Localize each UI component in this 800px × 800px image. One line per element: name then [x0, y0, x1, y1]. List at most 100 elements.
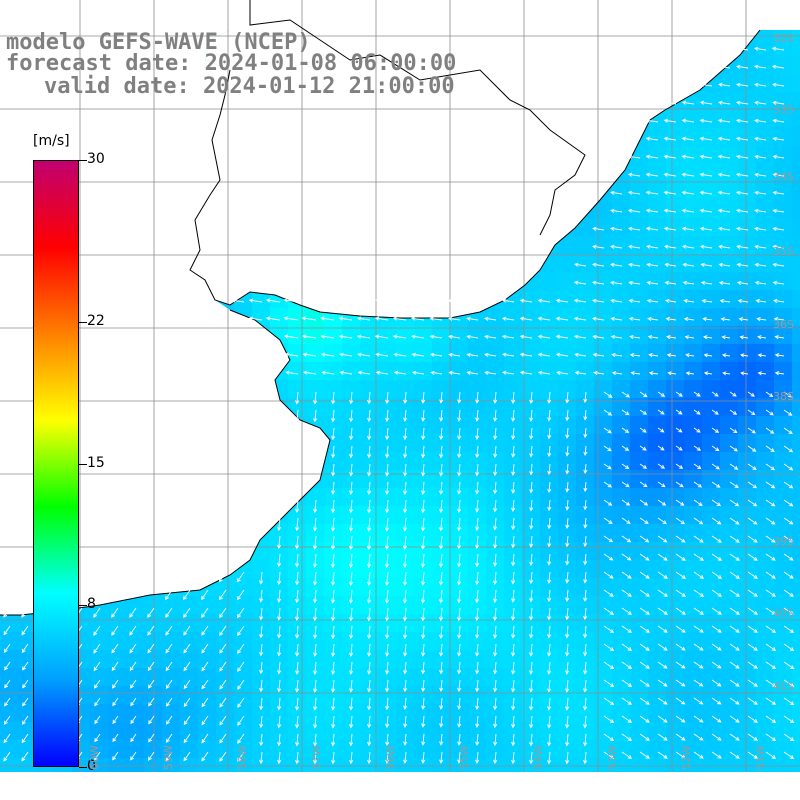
wind-arrow — [402, 517, 408, 532]
wind-speed-cell — [324, 470, 343, 489]
colorbar-unit: [m/s] — [33, 133, 70, 149]
wind-arrow — [711, 535, 722, 543]
wind-speed-cell — [666, 110, 685, 129]
wind-arrow — [294, 589, 300, 604]
wind-speed-cell — [504, 668, 523, 687]
wind-arrow — [385, 409, 390, 423]
wind-speed-cell — [684, 488, 703, 507]
wind-speed-cell — [774, 506, 793, 525]
wind-speed-cell — [180, 722, 199, 741]
wind-arrow — [338, 316, 353, 321]
wind-arrow — [757, 335, 767, 340]
wind-arrow — [645, 172, 659, 177]
wind-speed-cell — [378, 740, 397, 759]
wind-arrow — [403, 481, 408, 496]
wind-speed-cell — [720, 524, 739, 543]
wind-arrow — [183, 697, 191, 708]
wind-speed-cell — [738, 200, 757, 219]
wind-arrow — [295, 679, 300, 693]
wind-arrow — [295, 607, 300, 621]
wind-speed-cell — [666, 398, 685, 417]
wind-speed-cell — [414, 524, 433, 543]
wind-speed-cell — [720, 218, 739, 237]
wind-speed-cell — [18, 740, 37, 759]
wind-arrow — [684, 335, 695, 340]
wind-arrow — [237, 679, 245, 690]
wind-arrow — [772, 172, 785, 177]
wind-arrow — [420, 499, 426, 514]
wind-speed-cell — [126, 758, 145, 777]
wind-speed-cell — [774, 452, 793, 471]
wind-speed-cell — [504, 416, 523, 435]
wind-arrow — [457, 481, 462, 495]
wind-speed-cell — [486, 704, 505, 723]
wind-arrow — [385, 643, 390, 657]
wind-speed-cell — [630, 686, 649, 705]
wind-speed-cell — [180, 614, 199, 633]
wind-arrow — [610, 334, 623, 339]
wind-speed-cell — [378, 398, 397, 417]
wind-arrow — [675, 661, 686, 669]
wind-speed-cell — [738, 452, 757, 471]
wind-arrow — [183, 715, 191, 726]
wind-arrow — [201, 661, 209, 672]
wind-arrow — [627, 172, 641, 177]
wind-arrow — [201, 643, 209, 654]
wind-arrow — [565, 517, 570, 529]
wind-speed-cell — [594, 308, 613, 327]
wind-speed-cell — [702, 344, 721, 363]
wind-speed-cell — [648, 650, 667, 669]
wind-arrow — [511, 643, 516, 657]
wind-speed-cell — [180, 704, 199, 723]
wind-speed-cell — [594, 596, 613, 615]
wind-arrow — [231, 298, 245, 303]
wind-speed-cell — [504, 380, 523, 399]
wind-arrow — [685, 353, 695, 358]
wind-speed-cell — [90, 740, 109, 759]
wind-arrow — [774, 353, 785, 358]
wind-speed-cell — [540, 434, 559, 453]
wind-arrow — [276, 535, 282, 550]
wind-arrow — [349, 463, 354, 477]
wind-arrow — [621, 643, 633, 651]
wind-arrow — [621, 679, 633, 687]
wind-arrow — [547, 571, 552, 584]
wind-speed-cell — [522, 650, 541, 669]
wind-arrow — [699, 154, 713, 159]
wind-speed-cell — [630, 560, 649, 579]
wind-arrow — [675, 697, 686, 705]
wind-arrow — [3, 643, 11, 654]
wind-arrow — [339, 352, 353, 357]
wind-speed-cell — [594, 380, 613, 399]
wind-arrow — [639, 751, 650, 759]
wind-speed-cell — [720, 416, 739, 435]
wind-arrow — [466, 316, 479, 321]
wind-speed-cell — [396, 380, 415, 399]
wind-arrow — [331, 715, 336, 729]
wind-arrow — [519, 352, 533, 357]
wind-speed-cell — [360, 668, 379, 687]
wind-arrow — [675, 517, 686, 525]
wind-speed-cell — [702, 416, 721, 435]
wind-speed-cell — [720, 470, 739, 489]
latitude-label: 40S — [773, 607, 794, 620]
wind-speed-cell — [234, 614, 253, 633]
wind-arrow — [755, 298, 767, 304]
wind-arrow — [645, 136, 659, 141]
wind-speed-cell — [324, 416, 343, 435]
wind-speed-cell — [504, 560, 523, 579]
wind-arrow — [511, 751, 516, 765]
wind-speed-cell — [702, 110, 721, 129]
wind-arrow — [621, 499, 631, 506]
wind-speed-cell — [450, 488, 469, 507]
wind-arrow — [475, 697, 480, 711]
wind-arrow — [295, 733, 300, 747]
wind-arrow — [201, 733, 209, 744]
wind-arrow — [403, 679, 408, 693]
wind-speed-cell — [18, 650, 37, 669]
wind-speed-cell — [594, 704, 613, 723]
wind-arrow — [693, 409, 701, 415]
wind-speed-cell — [414, 650, 433, 669]
wind-arrow — [349, 445, 354, 459]
wind-speed-cell — [792, 380, 800, 399]
